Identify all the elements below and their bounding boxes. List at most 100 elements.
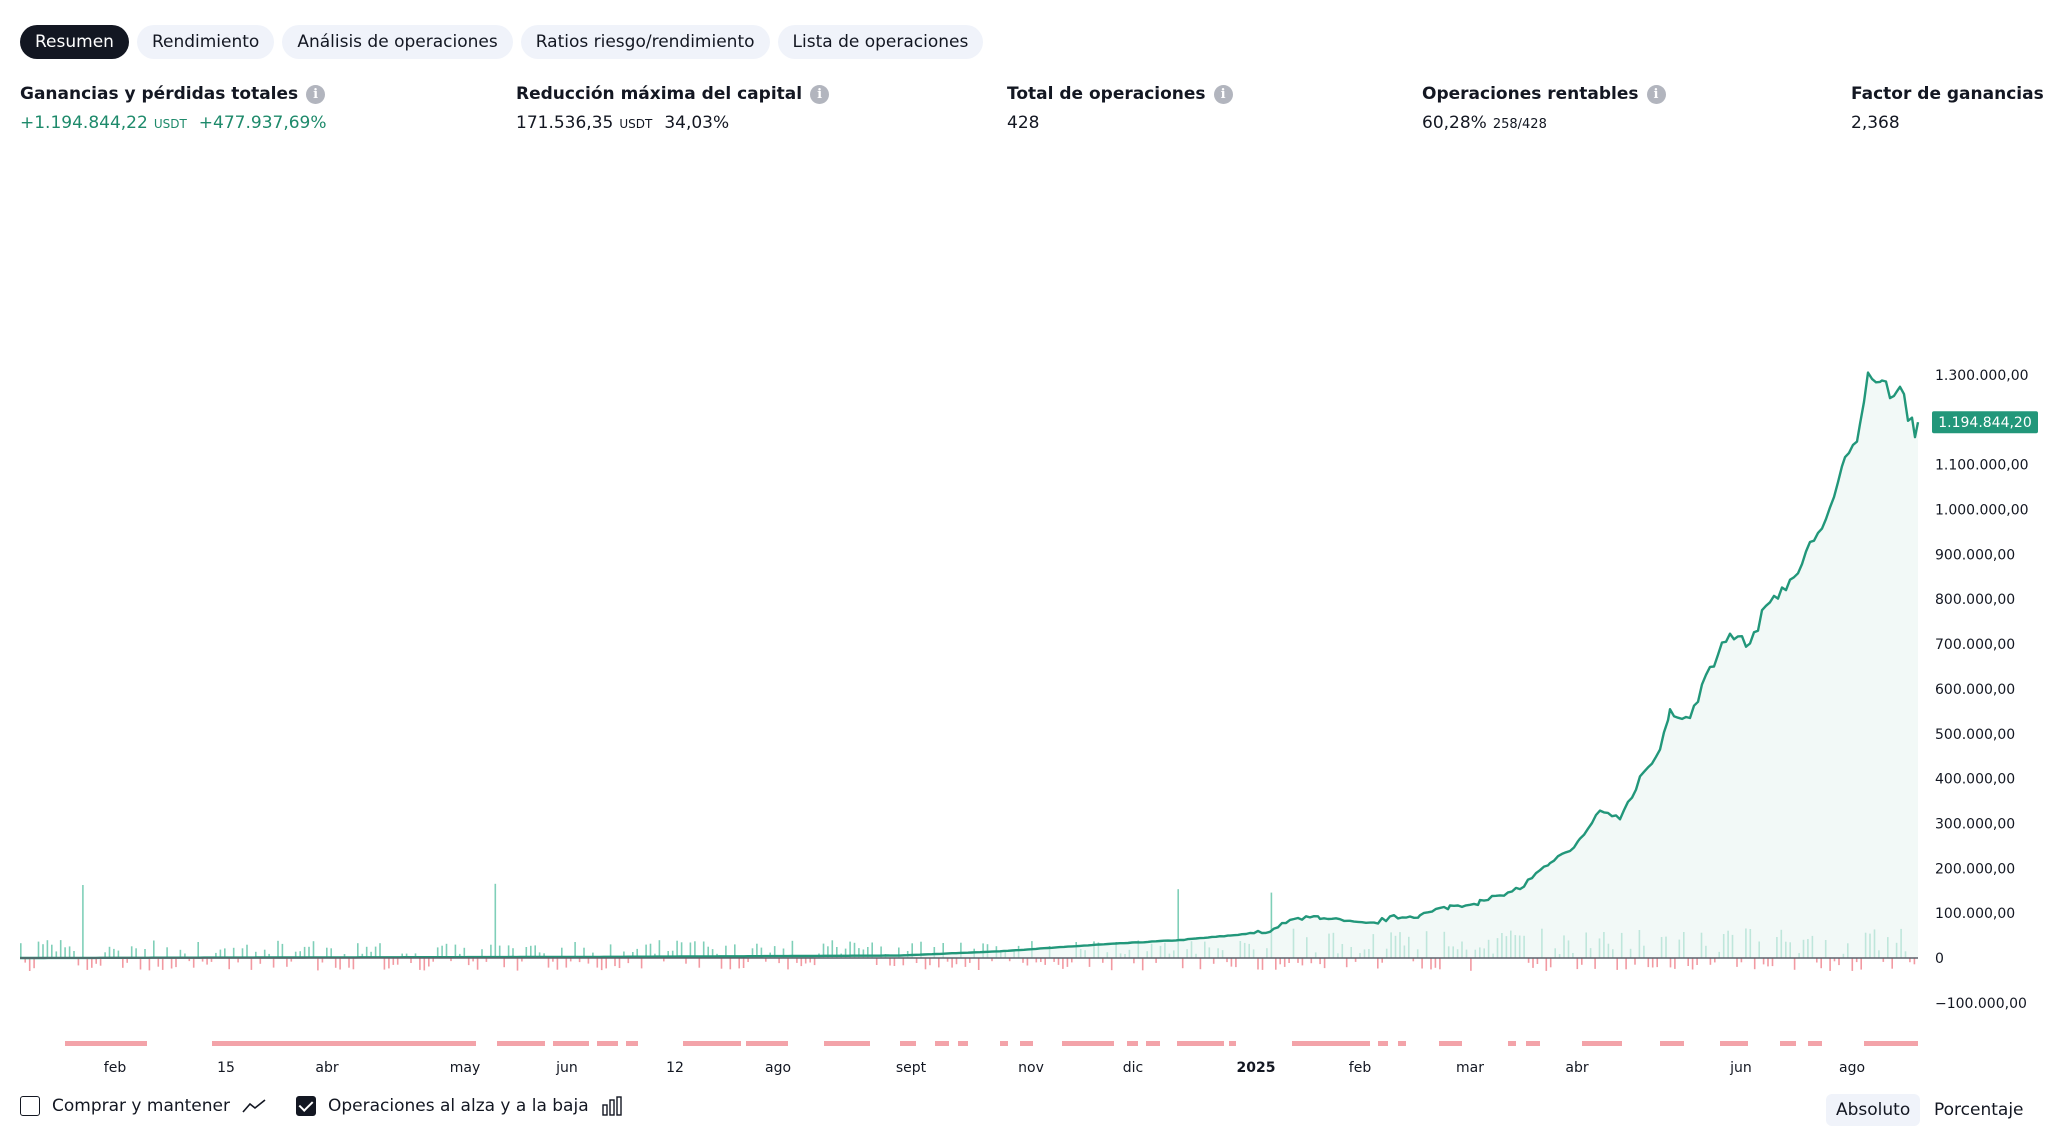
trade-bar (849, 941, 851, 958)
trade-bar (773, 946, 776, 958)
trade-bar (738, 958, 740, 969)
long-short-toggle[interactable]: Operaciones al alza y a la baja (296, 1096, 623, 1116)
trade-bar (1838, 958, 1840, 966)
trade-bar (312, 941, 315, 958)
trade-bar (352, 958, 355, 970)
info-icon[interactable]: i (1646, 84, 1666, 104)
trade-bar (1625, 958, 1627, 970)
tab-performance[interactable]: Rendimiento (136, 25, 275, 59)
trade-bar (1687, 958, 1689, 966)
trade-bar (1669, 958, 1672, 968)
y-tick-label: 500.000,00 (1935, 727, 2015, 743)
trade-bar (277, 940, 279, 958)
trade-bar (68, 946, 71, 958)
x-tick-label: dic (1123, 1060, 1143, 1076)
info-icon[interactable]: i (306, 84, 326, 104)
trade-bar (982, 943, 984, 958)
trade-bar (161, 958, 164, 970)
trade-bar (1651, 958, 1654, 968)
trade-bar (1310, 958, 1313, 964)
trade-bar (649, 943, 652, 958)
trade-bar (219, 949, 222, 958)
drawdown-segment (1582, 1041, 1622, 1046)
trade-bar (796, 958, 798, 963)
trade-bar (1855, 958, 1858, 963)
tab-risk-ratios[interactable]: Ratios riesgo/rendimiento (520, 25, 770, 59)
trade-bar (1913, 958, 1916, 965)
trade-bar (1576, 958, 1579, 970)
trade-bar (831, 940, 834, 958)
metric-unit: USDT (153, 117, 187, 131)
trade-bar (1102, 958, 1104, 963)
trade-bar (1412, 958, 1415, 962)
trade-bar (702, 941, 705, 958)
trade-bar (1035, 958, 1038, 963)
trade-bar (1066, 958, 1069, 967)
trade-bar (1816, 958, 1818, 963)
trade-bar (689, 942, 692, 958)
trade-bar (902, 958, 905, 966)
drawdown-segment (65, 1041, 147, 1046)
trade-bar (299, 951, 301, 958)
drawdown-segment (1146, 1041, 1160, 1046)
trade-bar (924, 958, 927, 970)
buy-hold-toggle[interactable]: Comprar y mantener (20, 1096, 266, 1116)
trade-bar (46, 940, 49, 958)
trade-bar (268, 953, 270, 958)
y-tick-label: 0 (1935, 951, 1944, 967)
trade-bar (42, 944, 44, 958)
trade-bar (1261, 958, 1264, 970)
x-tick-label: ago (1839, 1060, 1865, 1076)
trade-bar (490, 944, 492, 958)
info-icon[interactable]: i (810, 84, 830, 104)
percent-toggle[interactable]: Porcentaje (1934, 1100, 2024, 1120)
trade-bar (441, 945, 443, 958)
trade-bar (157, 958, 160, 967)
tab-trade-analysis[interactable]: Análisis de operaciones (282, 25, 513, 59)
y-tick-label: 200.000,00 (1935, 861, 2015, 877)
x-tick-label: 15 (217, 1060, 235, 1076)
x-tick-label: feb (104, 1060, 127, 1076)
trade-bar (787, 958, 789, 970)
info-icon[interactable]: i (1213, 84, 1233, 104)
trade-bar (494, 883, 497, 958)
drawdown-segment (1292, 1041, 1370, 1046)
trade-bar (1470, 958, 1472, 971)
long-short-checkbox[interactable] (296, 1096, 316, 1116)
buy-hold-checkbox[interactable] (20, 1096, 40, 1116)
tab-trade-list[interactable]: Lista de operaciones (777, 25, 984, 59)
last-value-label: 1.194.844,20 (1932, 411, 2038, 434)
trade-bar (627, 958, 630, 964)
trade-bar (104, 952, 106, 958)
trade-bar (485, 958, 488, 962)
trade-bar (153, 940, 155, 958)
trade-bar (844, 948, 847, 958)
trade-bar (1536, 958, 1539, 964)
trade-bar (867, 947, 869, 958)
trade-bar (1430, 958, 1432, 970)
trade-bar (326, 947, 328, 958)
drawdown-segment (1127, 1041, 1138, 1046)
drawdown-segment (900, 1041, 916, 1046)
tab-summary[interactable]: Resumen (20, 25, 129, 59)
y-tick-label: 1.000.000,00 (1935, 503, 2029, 519)
absolute-toggle[interactable]: Absoluto (1826, 1094, 1921, 1126)
trade-bar (405, 953, 408, 958)
trade-bar (1860, 958, 1862, 970)
trade-bar (578, 958, 581, 963)
trade-bar (827, 946, 829, 958)
trade-bar (707, 946, 709, 958)
trade-bar (286, 958, 288, 967)
y-tick-label: 400.000,00 (1935, 772, 2015, 788)
trade-bar (166, 947, 168, 958)
y-tick-label: 900.000,00 (1935, 547, 2015, 563)
trade-bar (933, 947, 936, 958)
trade-bar (55, 951, 58, 958)
trade-bar (1753, 958, 1756, 970)
trade-bar (59, 940, 62, 958)
trade-bar (410, 958, 412, 963)
trade-bar (1053, 958, 1055, 962)
drawdown-segment (626, 1041, 638, 1046)
metric-value: +1.194.844,22 (20, 113, 148, 133)
trade-bar (1345, 958, 1348, 968)
